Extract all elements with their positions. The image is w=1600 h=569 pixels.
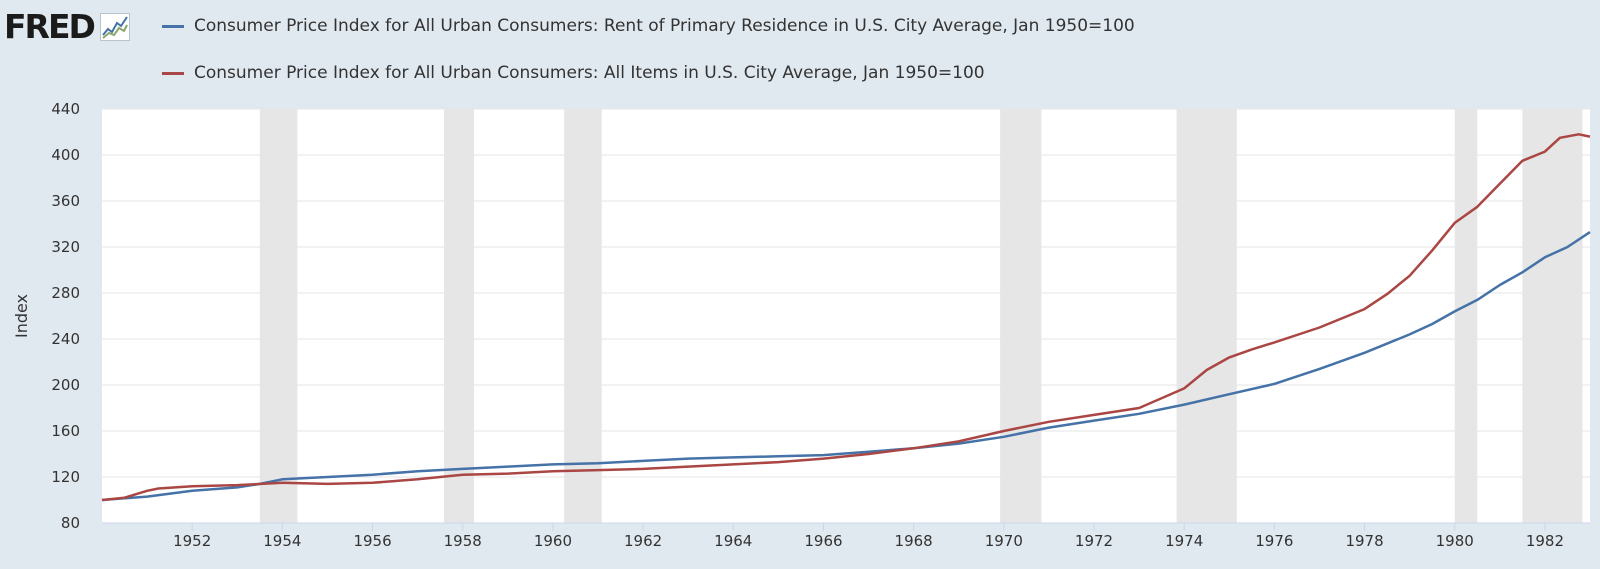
y-axis-label: Index — [12, 294, 31, 338]
x-tick-label-1974: 1974 — [1165, 532, 1203, 550]
x-tick-label-1970: 1970 — [985, 532, 1023, 550]
legend-swatch-all-items — [162, 71, 184, 75]
series-line-1 — [101, 133, 1591, 502]
x-tick-label-1976: 1976 — [1255, 532, 1293, 550]
legend-swatch-rent — [162, 24, 184, 28]
x-tick-label-1968: 1968 — [895, 532, 933, 550]
y-tick-label-120: 120 — [51, 468, 80, 486]
x-tick-label-1972: 1972 — [1075, 532, 1113, 550]
x-tick-label-1952: 1952 — [173, 532, 211, 550]
legend-item-rent[interactable]: Consumer Price Index for All Urban Consu… — [162, 16, 1135, 36]
x-tick-label-1954: 1954 — [263, 532, 301, 550]
y-tick-label-280: 280 — [51, 284, 80, 302]
legend-label-rent: Consumer Price Index for All Urban Consu… — [194, 16, 1135, 36]
y-tick-label-80: 80 — [61, 514, 80, 532]
x-tick-label-1960: 1960 — [534, 532, 572, 550]
x-tick-label-1958: 1958 — [444, 532, 482, 550]
recession-band-2 — [564, 109, 602, 523]
fred-chart-icon — [99, 13, 130, 41]
x-tick-label-1966: 1966 — [804, 532, 842, 550]
x-tick-label-1956: 1956 — [353, 532, 391, 550]
recession-band-1 — [443, 109, 474, 523]
recession-band-0 — [259, 109, 298, 523]
y-tick-label-360: 360 — [51, 192, 80, 210]
x-tick-label-1964: 1964 — [714, 532, 752, 550]
recession-band-4 — [1176, 109, 1237, 523]
plot-area — [102, 109, 1590, 523]
y-tick-label-440: 440 — [51, 100, 80, 118]
fred-logo[interactable]: FRED — [4, 8, 130, 46]
x-tick-label-1978: 1978 — [1345, 532, 1383, 550]
recession-band-6 — [1522, 109, 1583, 523]
fred-logo-text: FRED — [4, 7, 96, 46]
x-tick-label-1980: 1980 — [1436, 532, 1474, 550]
y-tick-label-200: 200 — [51, 376, 80, 394]
legend-item-all-items[interactable]: Consumer Price Index for All Urban Consu… — [162, 63, 985, 83]
y-tick-label-160: 160 — [51, 422, 80, 440]
x-tick-label-1962: 1962 — [624, 532, 662, 550]
y-tick-label-320: 320 — [51, 238, 80, 256]
x-tick-label-1982: 1982 — [1526, 532, 1564, 550]
y-tick-label-240: 240 — [51, 330, 80, 348]
y-tick-label-400: 400 — [51, 146, 80, 164]
recession-band-5 — [1454, 109, 1478, 523]
legend-label-all-items: Consumer Price Index for All Urban Consu… — [194, 63, 985, 83]
recession-band-3 — [1000, 109, 1042, 523]
